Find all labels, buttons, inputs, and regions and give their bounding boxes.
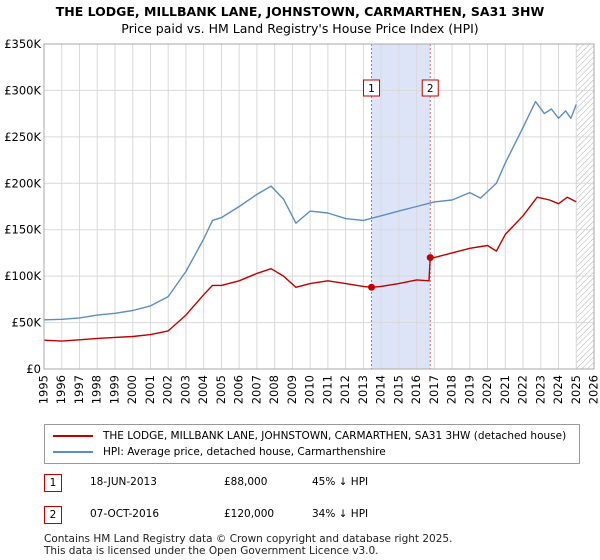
x-tick-label: 2024 bbox=[551, 375, 565, 404]
y-tick-label: £0 bbox=[26, 362, 41, 376]
property-price-line bbox=[43, 196, 577, 342]
x-tick-label: 2011 bbox=[320, 375, 334, 404]
price-chart: £0 £50K £100K £150K £200K £250K £300K £350K 1995… bbox=[4, 37, 600, 404]
legend-item-hpi: HPI: Average price, detached house, Carm… bbox=[53, 446, 386, 458]
x-tick-label: 2003 bbox=[178, 375, 192, 404]
chart-subtitle: Price paid vs. HM Land Registry's House … bbox=[121, 21, 479, 36]
y-tick-label: £200K bbox=[4, 176, 41, 190]
footer-copyright: Contains HM Land Registry data © Crown c… bbox=[44, 533, 453, 545]
sale-date: 07-OCT-2016 bbox=[90, 508, 159, 520]
x-tick-label: 2014 bbox=[374, 375, 388, 404]
sale-row: 2 07-OCT-2016 £120,000 34% ↓ HPI bbox=[44, 506, 584, 526]
x-tick-label: 2010 bbox=[303, 375, 317, 404]
hpi-line-swatch bbox=[53, 451, 93, 453]
legend-hpi-label: HPI: Average price, detached house, Carm… bbox=[103, 446, 386, 458]
x-tick-label: 2004 bbox=[196, 375, 210, 404]
y-tick-label: £250K bbox=[4, 130, 41, 144]
legend-property-label: THE LODGE, MILLBANK LANE, JOHNSTOWN, CAR… bbox=[103, 430, 567, 442]
x-tick-label: 2018 bbox=[445, 375, 459, 404]
x-tick-label: 2009 bbox=[285, 375, 299, 404]
sale-period-highlight bbox=[371, 44, 431, 369]
y-tick-label: £350K bbox=[4, 37, 41, 51]
sale-hpi-diff: 34% ↓ HPI bbox=[312, 508, 369, 520]
x-tick-label: 2006 bbox=[232, 375, 246, 404]
x-tick-label: 2023 bbox=[533, 375, 547, 404]
x-tick-label: 1997 bbox=[72, 375, 86, 404]
chart-title: THE LODGE, MILLBANK LANE, JOHNSTOWN, CAR… bbox=[55, 4, 545, 19]
chart-legend: THE LODGE, MILLBANK LANE, JOHNSTOWN, CAR… bbox=[44, 424, 580, 464]
x-tick-label: 2007 bbox=[249, 375, 263, 404]
x-tick-label: 1996 bbox=[54, 375, 68, 404]
y-tick-label: £50K bbox=[12, 316, 42, 330]
x-tick-label: 2016 bbox=[409, 375, 423, 404]
hpi-line bbox=[43, 100, 577, 321]
x-tick-label: 2026 bbox=[587, 375, 600, 404]
sale-date: 18-JUN-2013 bbox=[90, 476, 157, 488]
x-tick-label: 2008 bbox=[267, 375, 281, 404]
x-tick-label: 2000 bbox=[125, 375, 139, 404]
x-tick-label: 2025 bbox=[569, 375, 583, 404]
x-tick-label: 2017 bbox=[427, 375, 441, 404]
x-tick-label: 2005 bbox=[214, 375, 228, 404]
sale-point bbox=[368, 283, 376, 291]
y-tick-label: £100K bbox=[4, 269, 41, 283]
sale-marker-label: 2 bbox=[427, 83, 434, 95]
x-tick-label: 2001 bbox=[143, 375, 157, 404]
sale-hpi-diff: 45% ↓ HPI bbox=[312, 476, 369, 488]
x-tick-label: 2019 bbox=[462, 375, 476, 404]
x-tick-label: 1999 bbox=[107, 375, 121, 404]
footer-licence: This data is licensed under the Open Gov… bbox=[44, 545, 379, 557]
y-tick-label: £300K bbox=[4, 83, 41, 97]
x-tick-label: 2012 bbox=[338, 375, 352, 404]
sale-price: £88,000 bbox=[224, 476, 268, 488]
x-tick-label: 2022 bbox=[516, 375, 530, 404]
sale-marker-badge bbox=[421, 79, 439, 97]
sale-badge: 1 bbox=[44, 474, 62, 492]
sale-marker-badge bbox=[363, 79, 381, 97]
x-tick-label: 2002 bbox=[161, 375, 175, 404]
sale-point bbox=[426, 254, 434, 262]
x-tick-label: 2020 bbox=[480, 375, 494, 404]
x-tick-label: 2015 bbox=[391, 375, 405, 404]
y-tick-label: £150K bbox=[4, 223, 41, 237]
sale-badge: 2 bbox=[44, 506, 62, 524]
plot-area bbox=[44, 44, 594, 369]
x-tick-label: 2021 bbox=[498, 375, 512, 404]
property-line-swatch bbox=[53, 435, 93, 437]
sale-marker-label: 1 bbox=[368, 83, 375, 95]
sale-price: £120,000 bbox=[224, 508, 275, 520]
x-tick-label: 1998 bbox=[90, 375, 104, 404]
x-tick-label: 1995 bbox=[37, 375, 51, 404]
forecast-hatch-region bbox=[576, 44, 594, 369]
legend-item-property: THE LODGE, MILLBANK LANE, JOHNSTOWN, CAR… bbox=[53, 430, 566, 442]
x-tick-label: 2013 bbox=[356, 375, 370, 404]
sale-row: 1 18-JUN-2013 £88,000 45% ↓ HPI bbox=[44, 474, 584, 494]
plot-border bbox=[43, 43, 595, 370]
